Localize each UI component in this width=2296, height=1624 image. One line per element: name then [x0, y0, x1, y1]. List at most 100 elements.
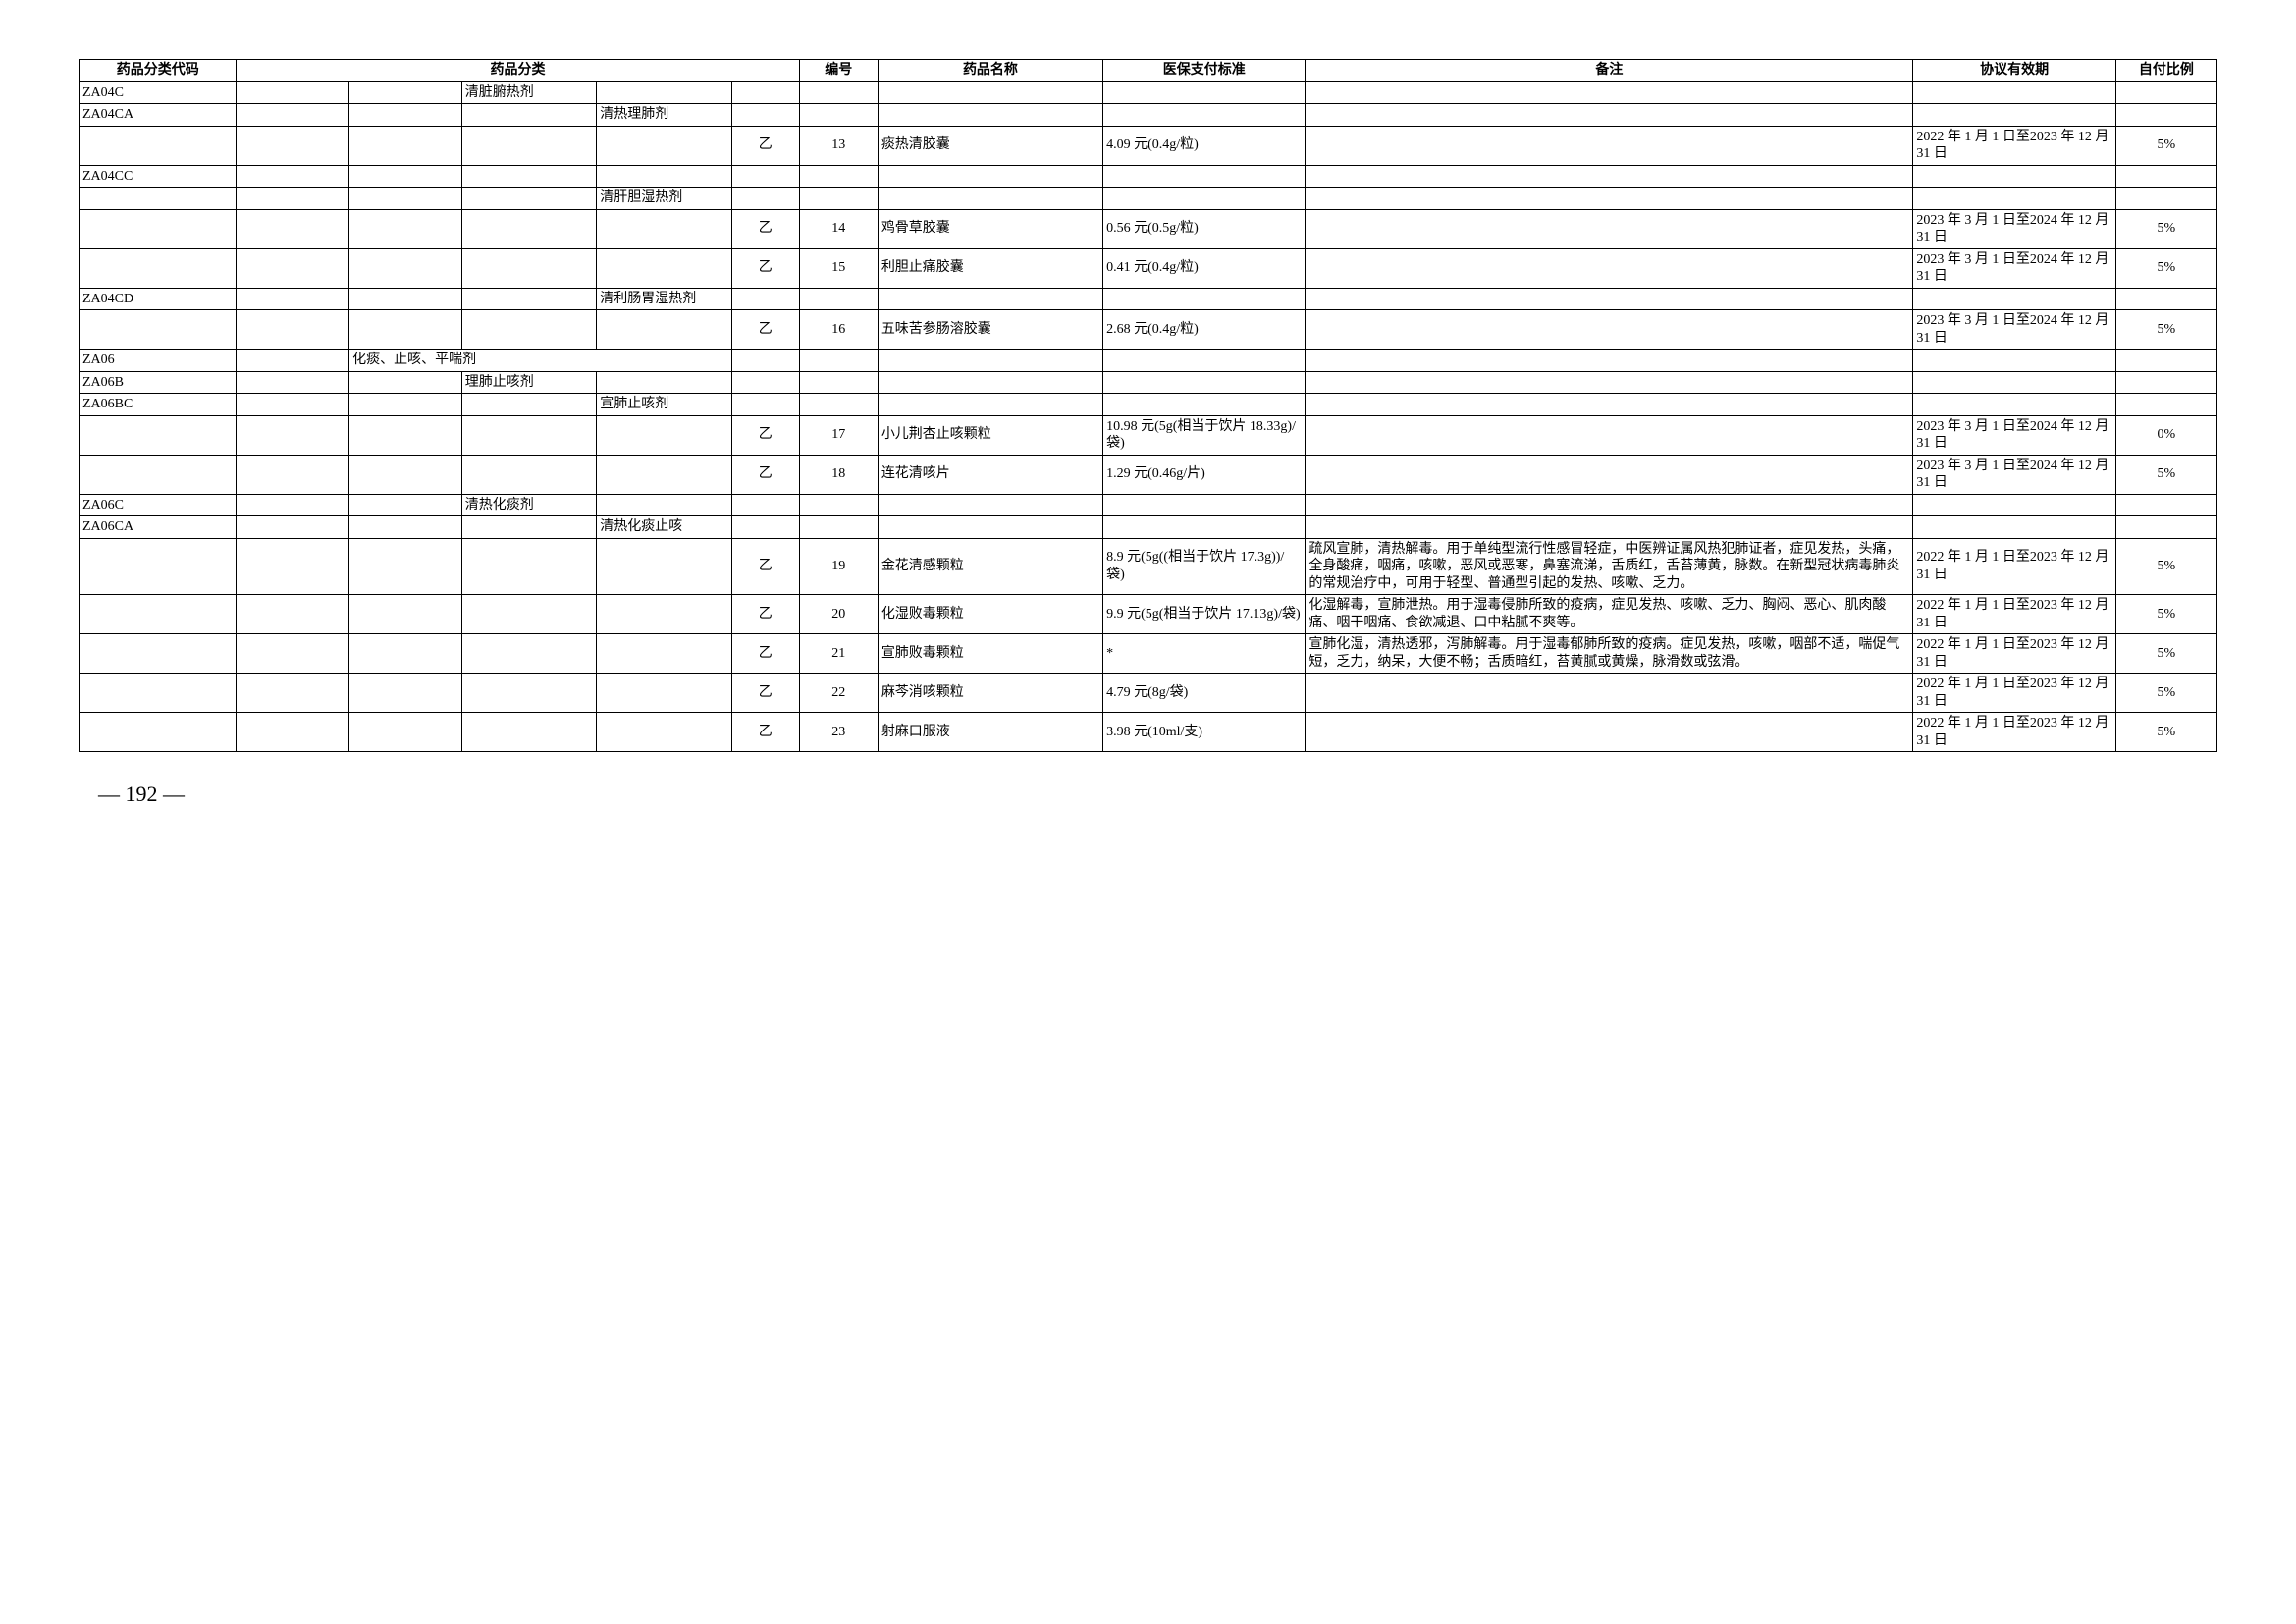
cell-cat2 [349, 310, 462, 350]
cell-cat3 [461, 248, 597, 288]
cell-pay [1103, 165, 1306, 188]
table-row: ZA04CD清利肠胃湿热剂 [80, 288, 2217, 310]
cell-name [878, 104, 1102, 127]
cell-cat4 [597, 415, 732, 455]
cell-cat2 [349, 634, 462, 674]
cell-cat2 [349, 288, 462, 310]
cell-cat1 [237, 188, 349, 210]
table-header: 药品分类代码 药品分类 编号 药品名称 医保支付标准 备注 协议有效期 自付比例 [80, 60, 2217, 82]
cell-pay [1103, 188, 1306, 210]
cell-self: 5% [2115, 538, 2216, 595]
cell-self [2115, 288, 2216, 310]
cell-cat4 [597, 126, 732, 165]
cell-name: 五味苦参肠溶胶囊 [878, 310, 1102, 350]
cell-cat2 [349, 371, 462, 394]
cell-no [799, 350, 878, 372]
cell-no [799, 165, 878, 188]
cell-cat1 [237, 104, 349, 127]
table-row: ZA04CA清热理肺剂 [80, 104, 2217, 127]
cell-note [1306, 455, 1913, 494]
table-body: ZA04C清脏腑热剂ZA04CA清热理肺剂乙13痰热清胶囊4.09 元(0.4g… [80, 81, 2217, 752]
cell-cat2 [349, 494, 462, 516]
cell-name [878, 494, 1102, 516]
cell-note [1306, 248, 1913, 288]
cell-name: 鸡骨草胶囊 [878, 209, 1102, 248]
cell-code [80, 713, 237, 752]
cell-valid: 2023 年 3 月 1 日至2024 年 12 月 31 日 [1913, 415, 2115, 455]
cell-pay [1103, 394, 1306, 416]
cell-valid [1913, 350, 2115, 372]
cell-code [80, 248, 237, 288]
cell-cat3 [461, 394, 597, 416]
cell-cat2 [349, 455, 462, 494]
cell-cat2 [349, 516, 462, 539]
cell-cls: 乙 [731, 634, 799, 674]
cell-cat2 [349, 595, 462, 634]
cell-cat3 [461, 415, 597, 455]
cell-code [80, 415, 237, 455]
table-row: 乙16五味苦参肠溶胶囊2.68 元(0.4g/粒)2023 年 3 月 1 日至… [80, 310, 2217, 350]
cell-cat3 [461, 188, 597, 210]
cell-self: 0% [2115, 415, 2216, 455]
cell-pay: 2.68 元(0.4g/粒) [1103, 310, 1306, 350]
cell-valid: 2023 年 3 月 1 日至2024 年 12 月 31 日 [1913, 310, 2115, 350]
table-row: ZA06C清热化痰剂 [80, 494, 2217, 516]
cell-cat1 [237, 310, 349, 350]
cell-cat3 [461, 104, 597, 127]
cell-note [1306, 516, 1913, 539]
cell-cat2 [349, 81, 462, 104]
cell-name [878, 371, 1102, 394]
table-row: 乙15利胆止痛胶囊0.41 元(0.4g/粒)2023 年 3 月 1 日至20… [80, 248, 2217, 288]
table-row: ZA06CA清热化痰止咳 [80, 516, 2217, 539]
table-row: ZA04CC [80, 165, 2217, 188]
cell-self: 5% [2115, 634, 2216, 674]
cell-cat1 [237, 634, 349, 674]
cell-pay [1103, 288, 1306, 310]
cell-cat4 [597, 713, 732, 752]
cell-note [1306, 188, 1913, 210]
cell-cat2 [349, 165, 462, 188]
cell-pay: 0.56 元(0.5g/粒) [1103, 209, 1306, 248]
table-row: 清肝胆湿热剂 [80, 188, 2217, 210]
cell-cat3 [461, 288, 597, 310]
cell-cat3: 清脏腑热剂 [461, 81, 597, 104]
cell-code: ZA04C [80, 81, 237, 104]
cell-self: 5% [2115, 713, 2216, 752]
cell-cat4 [597, 310, 732, 350]
cell-name [878, 165, 1102, 188]
cell-no: 17 [799, 415, 878, 455]
cell-cls [731, 165, 799, 188]
cell-pay: 1.29 元(0.46g/片) [1103, 455, 1306, 494]
cell-cat3 [461, 209, 597, 248]
cell-cat3 [461, 126, 597, 165]
cell-cat4 [597, 674, 732, 713]
cell-self [2115, 188, 2216, 210]
cell-pay [1103, 81, 1306, 104]
cell-cat4 [597, 81, 732, 104]
cell-note: 化湿解毒，宣肺泄热。用于湿毒侵肺所致的疫病，症见发热、咳嗽、乏力、胸闷、恶心、肌… [1306, 595, 1913, 634]
cell-name [878, 394, 1102, 416]
cell-self [2115, 394, 2216, 416]
cell-cls: 乙 [731, 455, 799, 494]
cell-self: 5% [2115, 310, 2216, 350]
table-row: 乙14鸡骨草胶囊0.56 元(0.5g/粒)2023 年 3 月 1 日至202… [80, 209, 2217, 248]
cell-cls: 乙 [731, 595, 799, 634]
cell-pay: 10.98 元(5g(相当于饮片 18.33g)/袋) [1103, 415, 1306, 455]
cell-cat3: 清热化痰剂 [461, 494, 597, 516]
cell-cls [731, 81, 799, 104]
th-code: 药品分类代码 [80, 60, 237, 82]
cell-cls: 乙 [731, 674, 799, 713]
cell-cls: 乙 [731, 415, 799, 455]
cell-cat4: 清热理肺剂 [597, 104, 732, 127]
cell-no [799, 371, 878, 394]
cell-no [799, 394, 878, 416]
cell-valid [1913, 188, 2115, 210]
cell-cat1 [237, 126, 349, 165]
cell-pay [1103, 516, 1306, 539]
cell-cls [731, 188, 799, 210]
cell-cat4 [597, 634, 732, 674]
cell-valid [1913, 516, 2115, 539]
cell-cat4: 清利肠胃湿热剂 [597, 288, 732, 310]
cell-valid: 2022 年 1 月 1 日至2023 年 12 月 31 日 [1913, 634, 2115, 674]
cell-no [799, 81, 878, 104]
